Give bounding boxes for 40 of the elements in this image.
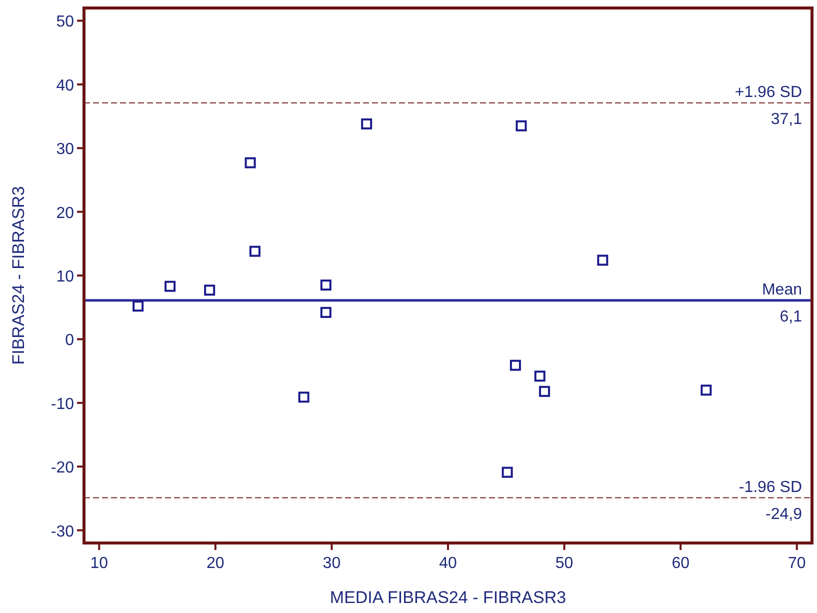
- x-tick-label: 30: [322, 555, 341, 572]
- point: [539, 386, 550, 397]
- x-tick-label: 10: [90, 555, 108, 572]
- annotation: 37,1: [770, 110, 802, 128]
- x-axis-title: MEDIA FIBRAS24 - FIBRASR3: [330, 588, 566, 607]
- y-tick-label: 50: [56, 14, 74, 31]
- point: [700, 384, 712, 396]
- point: [164, 280, 176, 292]
- annotation: -24,9: [766, 506, 802, 523]
- y-axis-title: FIBRAS24 - FIBRASR3: [9, 186, 28, 365]
- point: [502, 466, 513, 478]
- point: [361, 118, 372, 130]
- x-tick-label: 60: [672, 555, 690, 572]
- y-tick-label: 40: [56, 77, 74, 94]
- annotation: 6,1: [780, 308, 802, 326]
- point: [597, 254, 608, 266]
- point: [298, 392, 310, 403]
- point: [320, 280, 332, 291]
- point: [510, 360, 521, 371]
- y-tick-label: 30: [56, 141, 74, 158]
- x-tick-label: 50: [555, 555, 574, 572]
- point: [204, 284, 216, 296]
- y-tick-label: 10: [56, 268, 74, 286]
- x-tick-label: 70: [788, 555, 806, 572]
- x-tick-label: 20: [206, 555, 224, 572]
- point: [249, 246, 260, 257]
- y-tick-label: -20: [50, 460, 74, 477]
- y-tick-label: 0: [65, 332, 74, 350]
- y-tick-label: 20: [56, 204, 74, 222]
- point: [320, 306, 332, 318]
- point: [132, 300, 144, 312]
- ref-line-label: Mean: [762, 281, 802, 298]
- ref-line-label: -1.96 SD: [738, 478, 802, 496]
- x-tick-label: 40: [439, 555, 457, 572]
- ref-line-label: +1.96 SD: [734, 84, 802, 101]
- y-tick-label: -30: [50, 523, 74, 540]
- point: [516, 120, 527, 132]
- y-tick-label: -10: [50, 396, 74, 413]
- point: [244, 157, 256, 168]
- point: [534, 370, 546, 382]
